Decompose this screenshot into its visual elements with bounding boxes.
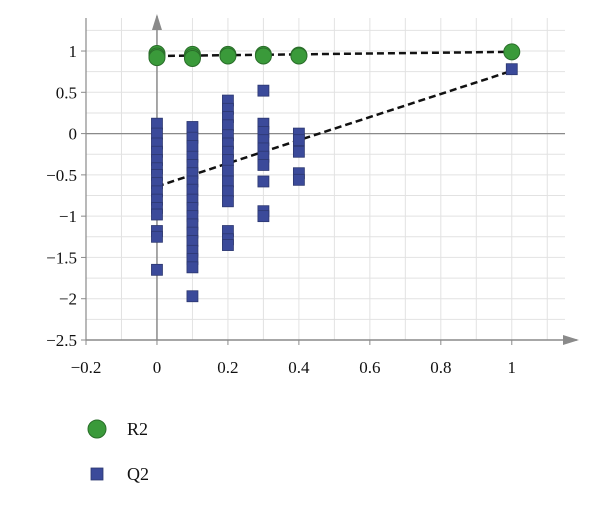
point-q2 <box>186 140 199 152</box>
point-q2 <box>257 84 270 97</box>
y-axis-arrow <box>151 14 162 30</box>
point-q2 <box>222 195 234 208</box>
point-q2 <box>292 145 305 158</box>
point-q2 <box>222 164 234 177</box>
tick-labels: 1 0.5 0 −0.5 −1 −1.5 −2 −2.5 −0.2 0 0.2 0.4 0.6 0.8 1 <box>46 42 516 377</box>
point-q2 <box>151 117 163 130</box>
legend-marker-r2 <box>87 419 107 439</box>
y-tick-label: −2.5 <box>46 331 77 350</box>
point-q2 <box>151 127 163 140</box>
y-tick-label: 0.5 <box>56 83 77 102</box>
point-q2 <box>151 263 163 276</box>
point-q2 <box>505 63 518 76</box>
x-tick-label: 1 <box>508 358 517 377</box>
legend-label-r2: R2 <box>127 419 148 439</box>
y-tick-label: 1 <box>69 42 78 61</box>
x-tick-label: 0.8 <box>430 358 451 377</box>
y-tick-label: −2 <box>59 290 77 309</box>
point-r2 <box>503 43 521 61</box>
point-r2 <box>219 47 237 65</box>
x-tick-label: 0.6 <box>359 358 380 377</box>
y-tick-label: −0.5 <box>46 166 77 185</box>
x-tick-label: −0.2 <box>71 358 102 377</box>
point-r2 <box>183 49 201 67</box>
point-q2 <box>292 173 305 186</box>
point-q2 <box>222 154 234 166</box>
point-q2 <box>186 121 199 133</box>
x-tick-label: 0.4 <box>288 358 310 377</box>
point-q2 <box>186 183 199 196</box>
point-q2 <box>222 175 234 188</box>
y-tick-label: −1 <box>59 207 77 226</box>
point-r2 <box>254 47 272 65</box>
point-r2 <box>290 47 308 65</box>
point-q2 <box>151 208 163 221</box>
point-q2 <box>257 159 270 171</box>
x-tick-label: 0 <box>153 358 162 377</box>
x-axis-arrow <box>563 335 579 345</box>
y-tick-label: 0 <box>69 125 78 144</box>
point-q2 <box>257 210 270 223</box>
trend-line-q2 <box>156 69 513 188</box>
legend-label-q2: Q2 <box>127 464 149 484</box>
trend-lines <box>156 50 513 188</box>
point-q2 <box>222 239 234 251</box>
point-q2 <box>186 261 199 274</box>
point-q2 <box>222 119 234 132</box>
point-q2 <box>186 290 199 303</box>
legend: R2 Q2 <box>87 419 149 484</box>
point-q2 <box>151 230 163 243</box>
point-q2 <box>186 235 199 247</box>
trend-line-r2 <box>156 50 512 58</box>
point-r2 <box>148 49 166 67</box>
x-tick-label: 0.2 <box>217 358 238 377</box>
point-q2 <box>257 175 270 188</box>
data-points <box>148 43 521 303</box>
point-q2 <box>292 134 305 147</box>
legend-marker-q2 <box>90 467 104 481</box>
y-tick-label: −1.5 <box>46 248 77 267</box>
point-q2 <box>222 185 234 198</box>
